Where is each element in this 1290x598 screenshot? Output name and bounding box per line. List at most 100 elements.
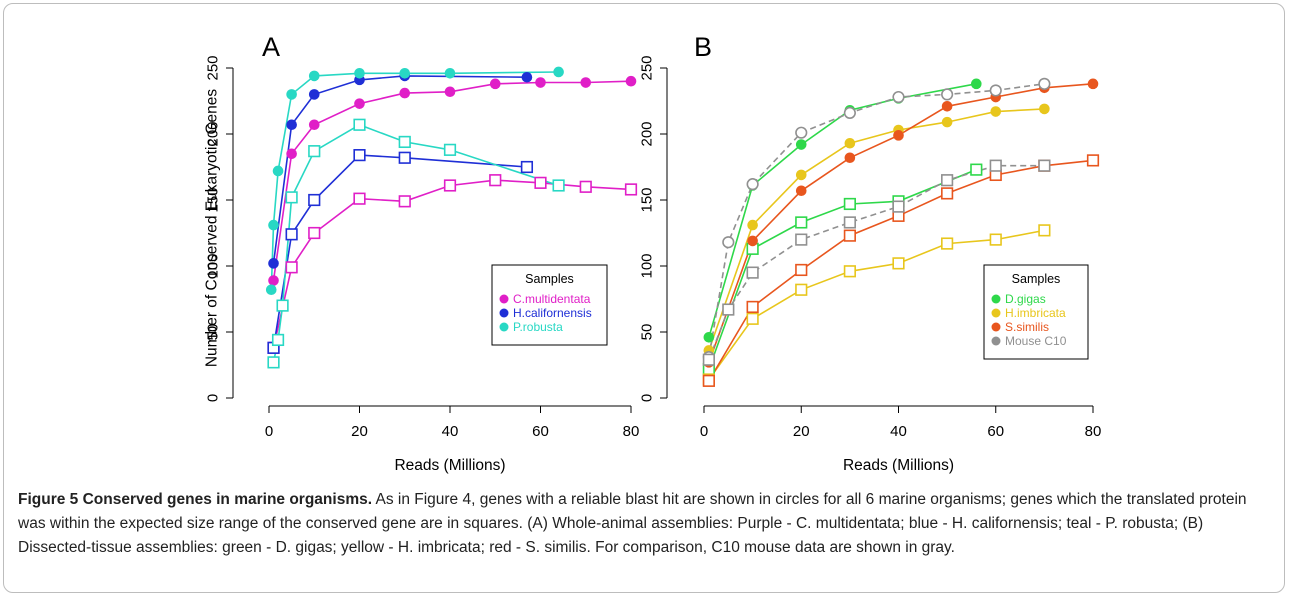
panel-b-data-point bbox=[844, 152, 856, 164]
panel-b-data-point bbox=[795, 263, 808, 277]
panel-a-series-line bbox=[272, 80, 632, 281]
panel-b-data-point bbox=[795, 216, 808, 229]
panel-b-data-point bbox=[1038, 77, 1051, 90]
panel-a-legend-entry: H.californensis bbox=[513, 306, 592, 320]
panel-b-series-line bbox=[708, 108, 1045, 351]
panel-b-y-tick-label: 50 bbox=[639, 324, 656, 341]
panel-b-x-tick-label: 20 bbox=[793, 423, 810, 440]
panel-a-y-tick-label: 100 bbox=[205, 253, 222, 278]
panel-a-data-point bbox=[285, 228, 298, 241]
panel-a-data-point bbox=[398, 195, 411, 208]
panel-b-data-point bbox=[941, 88, 954, 101]
panel-a-x-tick-label: 80 bbox=[623, 423, 640, 440]
caption-text: As in Figure 4, genes with a reliable bl… bbox=[18, 491, 1247, 556]
panel-b-data-point bbox=[1039, 103, 1050, 115]
panel-b-legend-entry: S.similis bbox=[1005, 320, 1049, 334]
panel-a-y-tick-label: 0 bbox=[205, 394, 222, 402]
panel-b-data-point bbox=[795, 169, 807, 181]
panel-b-y-tick-label: 200 bbox=[639, 121, 656, 146]
panel-b-label: B bbox=[694, 32, 712, 62]
panel-b-data-point bbox=[722, 236, 735, 249]
panel-a-data-point bbox=[624, 183, 638, 196]
panel-a-series-line bbox=[272, 154, 527, 348]
panel-a-data-point bbox=[276, 299, 289, 312]
panel-a-y-title: Number of Conserved Eukaryotic Genes bbox=[204, 89, 221, 368]
panel-a-label: A bbox=[262, 32, 280, 62]
caption-label: Figure 5 Conserved genes in marine organ… bbox=[18, 491, 373, 508]
panel-a-data-point bbox=[308, 119, 320, 131]
panel-b-x-tick-label: 80 bbox=[1085, 423, 1102, 440]
panel-a-x-tick-label: 40 bbox=[442, 423, 459, 440]
panel-a-data-point bbox=[268, 275, 279, 286]
panel-b-data-point bbox=[795, 185, 807, 197]
figure-frame bbox=[3, 3, 1285, 593]
panel-a-legend-title: Samples bbox=[525, 272, 574, 286]
panel-b-data-point bbox=[795, 283, 808, 296]
panel-b-data-point bbox=[747, 235, 758, 247]
panel-a-data-point bbox=[489, 78, 501, 90]
panel-a-data-point bbox=[308, 193, 321, 207]
panel-b-x-tick-label: 60 bbox=[987, 423, 1004, 440]
panel-b-data-point bbox=[702, 374, 715, 387]
panel-a-series-line bbox=[272, 75, 527, 264]
panel-b-legend-entry: H.imbricata bbox=[1005, 306, 1066, 320]
panel-b-data-point bbox=[941, 237, 954, 250]
panel-a-data-point bbox=[520, 160, 534, 174]
panel-b-data-point bbox=[893, 130, 904, 141]
panel-b-series-line bbox=[708, 229, 1045, 380]
panel-a-x-title: Reads (Millions) bbox=[394, 457, 505, 474]
panel-a-data-point bbox=[354, 67, 365, 79]
panel-a-data-point bbox=[353, 149, 366, 162]
panel-b-data-point bbox=[702, 353, 715, 366]
panel-a-data-point bbox=[534, 176, 547, 189]
panel-a-legend-entry: P.robusta bbox=[513, 320, 563, 334]
panel-b-data-point bbox=[843, 106, 856, 119]
panel-b-data-point bbox=[844, 137, 856, 149]
panel-a-data-point bbox=[580, 77, 592, 88]
panel-b-legend-swatch bbox=[991, 294, 1001, 304]
panel-a-x-tick-label: 20 bbox=[351, 423, 368, 440]
panel-b-data-point bbox=[989, 233, 1002, 246]
panel-a-data-point bbox=[625, 75, 637, 87]
panel-a-data-point bbox=[399, 87, 411, 99]
panel-b-y-tick-label: 100 bbox=[639, 253, 656, 278]
panel-a-data-point bbox=[267, 356, 280, 369]
panel-b-data-point bbox=[795, 126, 808, 139]
panel-a-data-point bbox=[443, 143, 457, 156]
panel-b-data-point bbox=[941, 116, 953, 128]
panel-a-data-point bbox=[353, 192, 366, 205]
panel-b-data-point bbox=[843, 265, 856, 278]
panel-a-x-tick-label: 0 bbox=[265, 423, 273, 440]
panel-b-legend-swatch bbox=[991, 336, 1001, 346]
panel-b-legend-entry: Mouse C10 bbox=[1005, 334, 1067, 348]
panel-b-data-point bbox=[1086, 154, 1100, 167]
panel-b-data-point bbox=[971, 78, 982, 90]
panel-a-data-point bbox=[286, 89, 297, 100]
figure-caption: Figure 5 Conserved genes in marine organ… bbox=[18, 488, 1273, 560]
panel-a-legend-swatch bbox=[499, 308, 509, 318]
panel-b-series-line bbox=[708, 83, 977, 338]
panel-b-data-point bbox=[722, 303, 735, 316]
panel-a-data-point bbox=[285, 191, 298, 204]
panel-a-data-point bbox=[285, 261, 298, 274]
panel-a-data-point bbox=[268, 219, 279, 231]
panel-a-data-point bbox=[552, 179, 565, 192]
panel-a-data-point bbox=[489, 174, 502, 187]
panel-b-data-point bbox=[941, 174, 954, 187]
panel-b-data-point bbox=[892, 200, 905, 213]
panel-a-data-point bbox=[272, 165, 284, 177]
panel-b-x-tick-label: 0 bbox=[700, 423, 708, 440]
panel-b-data-point bbox=[746, 300, 759, 314]
panel-a-data-point bbox=[398, 151, 411, 164]
panel-a-data-point bbox=[308, 70, 320, 82]
panel-a-data-point bbox=[443, 179, 457, 192]
panel-a-data-point bbox=[308, 145, 321, 158]
panel-a-data-point bbox=[354, 98, 365, 109]
panel-b-data-point bbox=[990, 106, 1002, 117]
panel-b-series-line bbox=[708, 168, 977, 370]
panel-b-data-point bbox=[795, 233, 808, 246]
panel-b-data-point bbox=[1038, 224, 1051, 237]
panel-a-y-tick-label: 250 bbox=[205, 55, 222, 80]
panel-b-data-point bbox=[989, 159, 1002, 172]
